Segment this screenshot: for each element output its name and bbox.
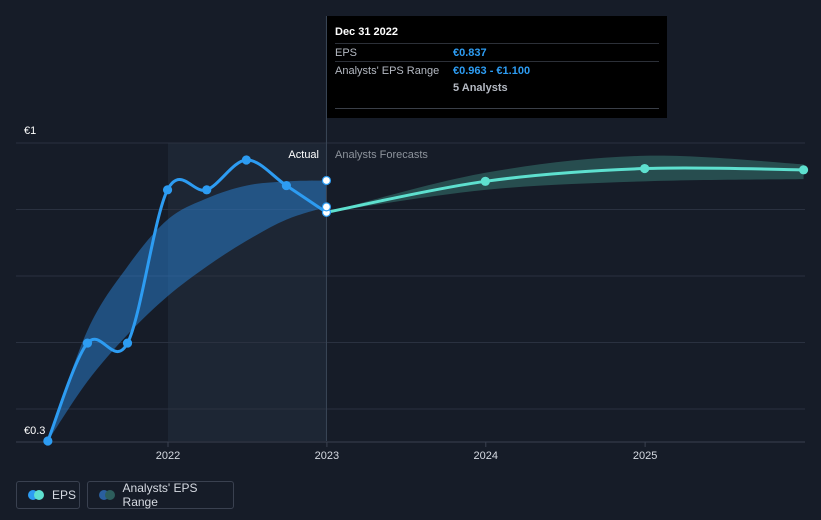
tooltip-range-label: Analysts' EPS Range: [335, 64, 440, 77]
actual-eps-range-band: [47, 180, 327, 441]
x-tick-label: 2025: [633, 450, 657, 462]
eps-actual-point[interactable]: [162, 185, 173, 195]
eps-actual-point[interactable]: [82, 338, 93, 348]
range-legend-icon: [99, 490, 115, 500]
tooltip-eps-value: €0.837: [453, 46, 487, 59]
eps-chart: 2022 2023 2024 2025 €1 €0.3 Actual Analysts…: [16, 16, 809, 462]
x-axis: 2022 2023 2024 2025: [156, 442, 657, 462]
y-tick-top: €1: [24, 125, 36, 137]
eps-range-marker[interactable]: [321, 202, 332, 212]
x-tick-label: 2022: [156, 450, 180, 462]
tooltip-analysts-row: 5 Analysts: [335, 79, 659, 96]
eps-range-marker[interactable]: [321, 175, 332, 186]
legend-range[interactable]: Analysts' EPS Range: [87, 481, 234, 509]
tooltip-divider: [335, 108, 659, 109]
eps-actual-point[interactable]: [241, 155, 251, 165]
forecast-eps-range-band: [326, 155, 804, 213]
tooltip-range-row: Analysts' EPS Range €0.963 - €1.100: [335, 61, 659, 79]
x-tick-label: 2023: [315, 450, 339, 462]
tooltip-date: Dec 31 2022: [335, 26, 398, 38]
eps-actual-point[interactable]: [281, 180, 292, 191]
y-tick-bottom: €0.3: [24, 425, 45, 437]
tooltip-analysts-count: 5 Analysts: [453, 81, 508, 94]
forecast-label: Analysts Forecasts: [335, 149, 428, 161]
actual-label: Actual: [288, 149, 319, 161]
legend-range-label: Analysts' EPS Range: [122, 481, 198, 509]
legend-eps-label: EPS: [52, 488, 77, 502]
actual-region-shade: [168, 143, 327, 441]
tooltip-eps-row: EPS €0.837: [335, 43, 659, 61]
eps-actual-point[interactable]: [43, 436, 53, 446]
eps-actual-point[interactable]: [202, 185, 212, 195]
eps-forecast-point[interactable]: [480, 176, 490, 186]
eps-forecast-point[interactable]: [640, 163, 650, 174]
eps-legend-icon: [28, 490, 44, 500]
eps-forecast-point[interactable]: [798, 165, 809, 175]
x-tick-label: 2024: [474, 450, 498, 462]
tooltip-range-value: €0.963 - €1.100: [453, 64, 531, 77]
legend-eps[interactable]: EPS: [16, 481, 80, 509]
hover-tooltip: Dec 31 2022 EPS €0.837 Analysts' EPS Ran…: [327, 16, 667, 118]
data-points: [43, 155, 809, 446]
eps-actual-point[interactable]: [122, 338, 133, 348]
gridlines: [16, 142, 805, 443]
forecast-eps-line[interactable]: [326, 166, 804, 214]
tooltip-eps-label: EPS: [335, 46, 358, 59]
